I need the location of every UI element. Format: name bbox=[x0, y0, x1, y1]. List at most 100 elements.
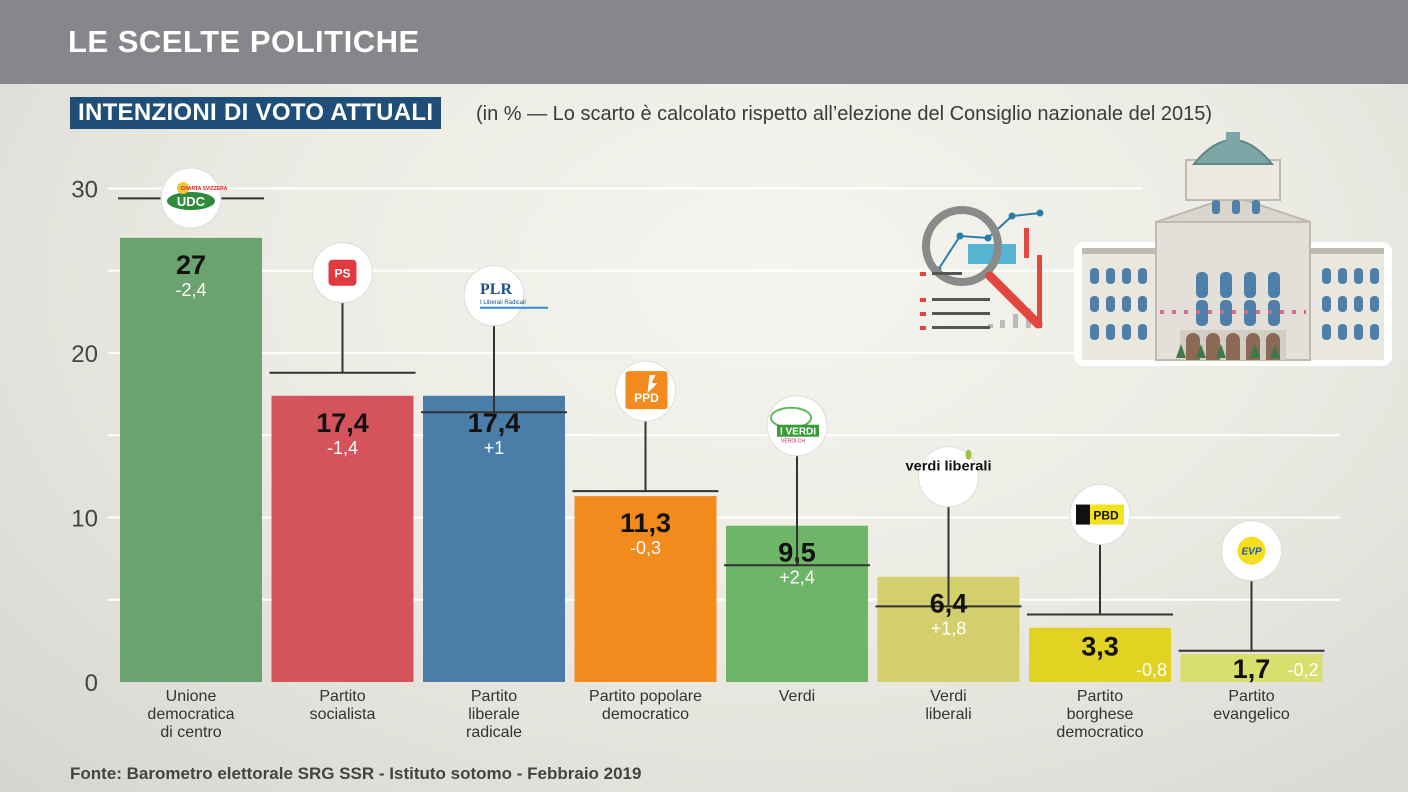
arch-door bbox=[1206, 333, 1220, 360]
logo-circle bbox=[918, 446, 979, 508]
change-label: -1,4 bbox=[327, 438, 358, 458]
category-label: Partito bbox=[1228, 688, 1274, 705]
logo-mark bbox=[647, 375, 658, 394]
bar bbox=[1180, 654, 1323, 682]
category-label: democratico bbox=[602, 706, 689, 723]
logo-shape bbox=[328, 259, 357, 286]
pbd-logo: PBD bbox=[1069, 484, 1131, 546]
category-label: Verdi bbox=[930, 688, 966, 705]
category-label: Partito popolare bbox=[589, 688, 702, 705]
y-tick-label: 10 bbox=[71, 506, 98, 533]
value-label: 17,4 bbox=[316, 408, 369, 438]
change-label: +1,8 bbox=[931, 619, 967, 639]
window bbox=[1122, 268, 1131, 284]
window bbox=[1244, 300, 1256, 326]
category-label: democratico bbox=[1056, 724, 1143, 741]
category-label: Partito bbox=[319, 688, 365, 705]
window bbox=[1354, 268, 1363, 284]
plr-logo: PLR I Liberali Radicali bbox=[463, 265, 548, 327]
bar bbox=[120, 237, 262, 682]
window bbox=[1138, 268, 1147, 284]
value-label: 27 bbox=[176, 250, 206, 280]
change-label: -2,4 bbox=[175, 280, 206, 300]
y-axis: 0 10 20 30 bbox=[71, 177, 98, 698]
trend-point bbox=[984, 234, 992, 242]
window bbox=[1322, 268, 1331, 284]
logo-text: PBD bbox=[1093, 509, 1119, 523]
category-label: Unione bbox=[166, 688, 217, 705]
window bbox=[1090, 296, 1099, 312]
list-line bbox=[932, 312, 990, 315]
value-label: 11,3 bbox=[620, 508, 671, 538]
logo-tagline: CHARTA SVIZZERA bbox=[181, 186, 228, 192]
list-line bbox=[932, 298, 990, 301]
logo-shape bbox=[625, 371, 668, 410]
ppd-logo: PPD bbox=[615, 360, 676, 422]
logo-text: I VERDI bbox=[780, 427, 816, 438]
list-bullet bbox=[920, 326, 926, 330]
bar-mark bbox=[1000, 320, 1005, 328]
window bbox=[1268, 272, 1280, 298]
trend-point bbox=[1036, 209, 1044, 217]
list-bullet bbox=[920, 312, 926, 316]
logo-shape bbox=[1237, 536, 1266, 565]
logo-circle bbox=[463, 265, 525, 327]
window bbox=[1354, 324, 1363, 340]
window bbox=[1106, 324, 1115, 340]
bar bbox=[1029, 627, 1171, 682]
category-label: di centro bbox=[160, 724, 221, 741]
window bbox=[1106, 296, 1115, 312]
chart-note: (in % — Lo scarto è calcolato rispetto a… bbox=[476, 103, 1212, 125]
source-note: Fonte: Barometro elettorale SRG SSR - Is… bbox=[70, 764, 642, 783]
trend-point bbox=[956, 232, 964, 240]
magnifier-chart-icon bbox=[920, 206, 1044, 330]
logo-text: PPD bbox=[634, 391, 659, 405]
window bbox=[1122, 324, 1131, 340]
window bbox=[1244, 272, 1256, 298]
evp-logo: EVP bbox=[1221, 520, 1282, 582]
window bbox=[1370, 296, 1379, 312]
category-label: Verdi bbox=[779, 688, 815, 705]
magnifier-ring bbox=[922, 206, 1002, 286]
ps-logo: PS bbox=[312, 242, 373, 304]
category-label: Partito bbox=[1077, 688, 1123, 705]
window bbox=[1338, 296, 1347, 312]
category-label: evangelico bbox=[1213, 706, 1290, 723]
drum bbox=[1185, 159, 1281, 201]
window bbox=[1138, 324, 1147, 340]
verdi-liberali-logo: verdi liberali bbox=[906, 446, 992, 508]
change-label: -0,3 bbox=[630, 538, 661, 558]
change-label: +1 bbox=[484, 438, 505, 458]
logo-text: PS bbox=[334, 267, 350, 281]
list-line bbox=[932, 272, 962, 275]
list-line bbox=[932, 326, 990, 329]
bar-mark bbox=[1013, 314, 1018, 328]
window bbox=[1090, 324, 1099, 340]
bar bbox=[271, 395, 414, 682]
change-label: +2,4 bbox=[779, 568, 815, 588]
lantern bbox=[1226, 132, 1240, 144]
window bbox=[1220, 272, 1232, 298]
window bbox=[1322, 324, 1331, 340]
leaf-shape bbox=[965, 449, 972, 460]
window bbox=[1370, 268, 1379, 284]
sun-shape bbox=[177, 182, 189, 194]
logo-text: UDC bbox=[177, 194, 206, 209]
list-bullet bbox=[920, 272, 926, 276]
window bbox=[1338, 268, 1347, 284]
window bbox=[1354, 296, 1363, 312]
logo-shape bbox=[167, 192, 215, 210]
value-label: 17,4 bbox=[468, 408, 521, 438]
window bbox=[1338, 324, 1347, 340]
window bbox=[1106, 268, 1115, 284]
trend-point bbox=[1008, 212, 1016, 220]
category-label: borghese bbox=[1067, 706, 1134, 723]
